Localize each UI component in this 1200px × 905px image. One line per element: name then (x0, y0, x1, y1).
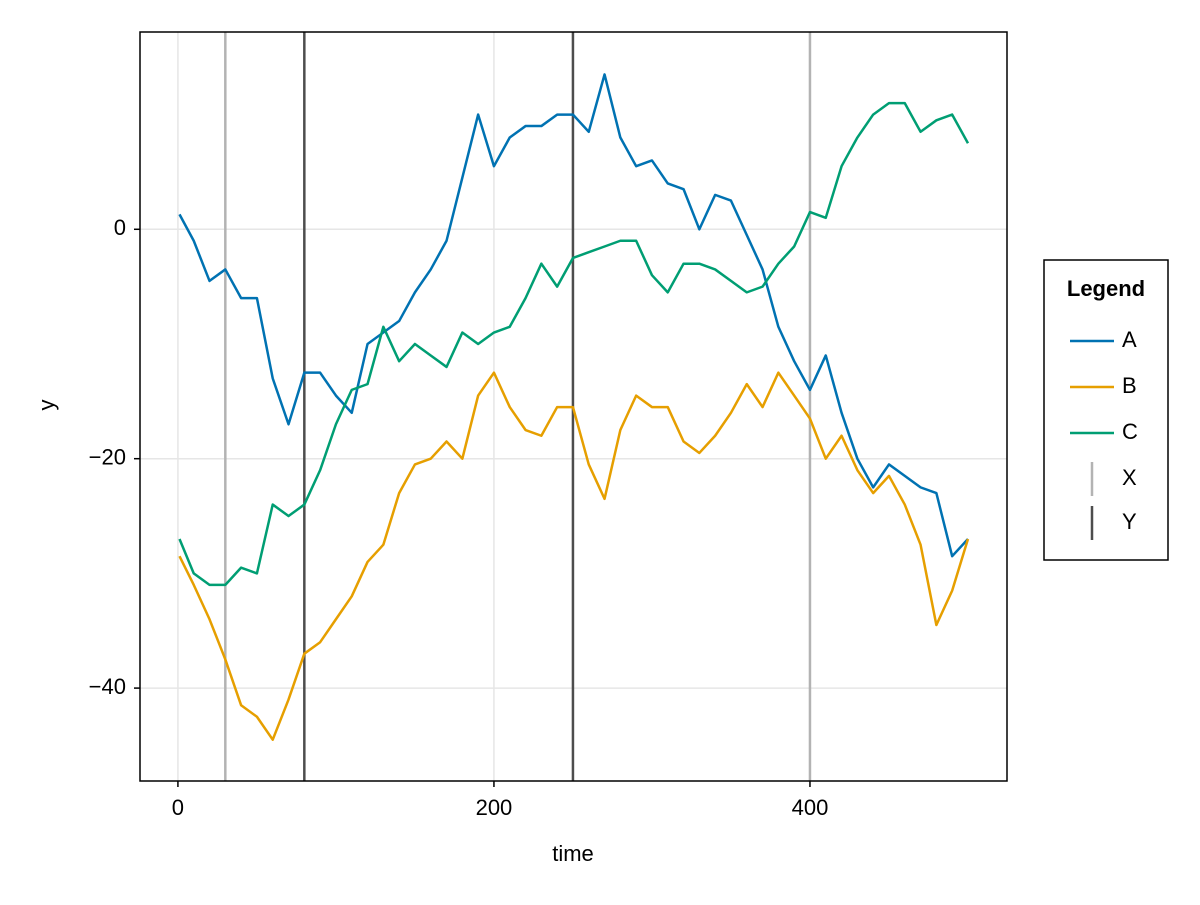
plot-frame (139, 31, 1008, 782)
x-tick-label: 400 (792, 795, 829, 820)
legend-label: A (1122, 327, 1137, 352)
legend-label: Y (1122, 509, 1137, 534)
line-series (178, 101, 970, 587)
line-series (178, 73, 969, 558)
line-series (178, 371, 970, 741)
legend-label: C (1122, 419, 1138, 444)
y-tick-label: 0 (114, 215, 126, 240)
y-tick-label: −20 (89, 445, 126, 470)
legend-label: X (1122, 465, 1137, 490)
legend-label: B (1122, 373, 1137, 398)
y-axis-label: y (34, 400, 59, 411)
legend-title: Legend (1067, 276, 1145, 301)
x-tick-label: 0 (172, 795, 184, 820)
y-tick-label: −40 (89, 674, 126, 699)
x-axis-label: time (552, 841, 594, 866)
x-tick-label: 200 (476, 795, 513, 820)
legend-box (1043, 259, 1169, 561)
